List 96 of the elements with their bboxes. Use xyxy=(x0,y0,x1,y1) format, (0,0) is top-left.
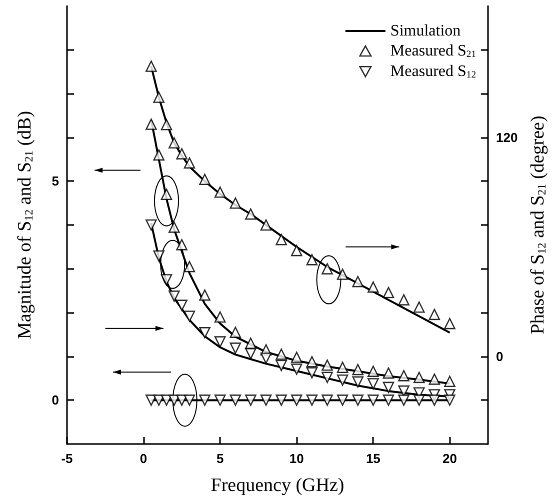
point xyxy=(368,366,379,377)
x-tick-label: -5 xyxy=(61,451,73,466)
point xyxy=(214,394,226,406)
point xyxy=(306,394,318,406)
point xyxy=(322,263,333,274)
y2-tick-label: 120 xyxy=(496,130,518,145)
point xyxy=(352,364,364,376)
point xyxy=(199,289,210,301)
point xyxy=(444,376,456,388)
y2-axis-title: Phase of S12 and S21 (degree) xyxy=(528,116,549,334)
point xyxy=(398,385,410,397)
point xyxy=(428,374,440,385)
point xyxy=(336,268,348,280)
point xyxy=(428,308,440,320)
point xyxy=(260,394,272,406)
point xyxy=(160,118,172,130)
point xyxy=(276,394,287,406)
point xyxy=(398,370,410,382)
point xyxy=(184,394,196,406)
point xyxy=(306,356,318,368)
point xyxy=(146,219,157,231)
point xyxy=(168,394,180,406)
point xyxy=(230,197,242,209)
point xyxy=(306,254,318,266)
point xyxy=(413,301,425,313)
point xyxy=(413,394,425,406)
point xyxy=(146,60,157,72)
point xyxy=(199,327,210,338)
point xyxy=(153,92,165,103)
point xyxy=(398,394,410,406)
x-tick-label: 0 xyxy=(140,451,148,466)
point xyxy=(322,360,333,371)
x-axis-title: Frequency (GHz) xyxy=(210,475,344,496)
x-tick-label: 10 xyxy=(289,451,304,466)
point xyxy=(444,394,456,406)
point xyxy=(160,188,172,200)
point xyxy=(184,310,196,322)
y2-tick-label: 0 xyxy=(496,348,504,364)
point xyxy=(413,372,425,384)
point xyxy=(336,362,348,373)
point xyxy=(176,148,188,160)
point xyxy=(245,348,256,360)
point xyxy=(290,364,302,375)
point xyxy=(146,394,157,406)
point xyxy=(153,149,165,161)
point xyxy=(245,394,256,406)
point xyxy=(260,219,272,231)
point xyxy=(168,137,180,149)
point xyxy=(184,157,196,169)
point xyxy=(352,394,364,406)
point xyxy=(428,394,440,406)
legend-label: Simulation xyxy=(390,22,461,40)
point xyxy=(382,286,394,298)
point xyxy=(276,234,287,246)
y-axis-title: Magnitude of S12 and S21 (dB) xyxy=(14,110,36,340)
point xyxy=(276,360,287,372)
point xyxy=(214,186,226,198)
point xyxy=(336,394,348,406)
x-tick-label: 15 xyxy=(366,451,380,466)
point xyxy=(322,372,333,384)
point xyxy=(290,244,302,256)
point xyxy=(230,326,242,338)
point xyxy=(230,342,242,354)
point xyxy=(146,118,157,130)
point xyxy=(199,394,210,406)
point xyxy=(176,300,188,311)
point xyxy=(398,294,410,306)
point xyxy=(176,239,188,250)
point xyxy=(199,174,210,186)
point xyxy=(368,394,379,406)
point xyxy=(290,394,302,406)
point xyxy=(352,376,364,388)
point xyxy=(168,222,180,233)
point xyxy=(184,260,196,272)
x-tick-label: 5 xyxy=(216,451,224,466)
point xyxy=(245,208,256,220)
point xyxy=(444,318,456,330)
point xyxy=(230,394,242,406)
point xyxy=(290,352,302,363)
point xyxy=(368,378,379,390)
point xyxy=(306,367,318,378)
point xyxy=(382,382,394,394)
point xyxy=(322,394,333,406)
point xyxy=(214,336,226,348)
point xyxy=(168,290,180,302)
point xyxy=(352,276,364,288)
point xyxy=(160,274,172,286)
point xyxy=(368,281,379,293)
point xyxy=(382,394,394,406)
x-tick-label: 20 xyxy=(442,451,457,466)
point xyxy=(382,367,394,379)
point xyxy=(214,311,226,323)
point xyxy=(276,348,287,360)
point xyxy=(336,374,348,386)
point xyxy=(153,250,165,262)
point xyxy=(260,352,272,364)
